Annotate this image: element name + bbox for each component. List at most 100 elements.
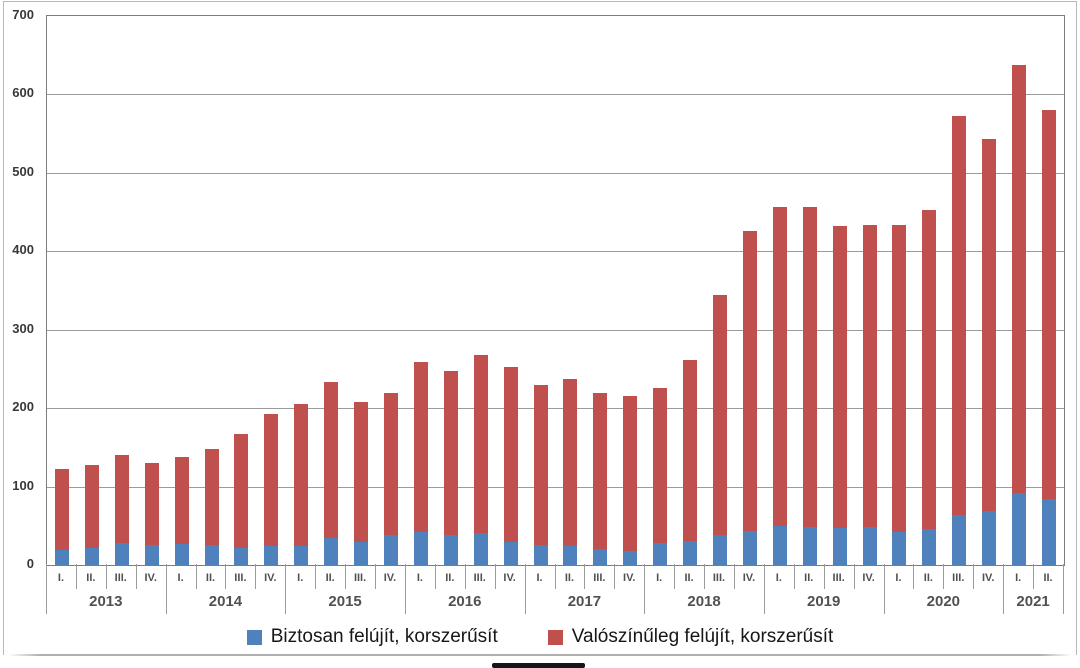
legend-swatch-blue	[246, 629, 262, 645]
quarter-label-2015-II: II.	[325, 572, 335, 584]
y-tick-label-500: 500	[12, 163, 34, 179]
quarter-tick	[195, 564, 197, 589]
bar-2018-II-likely	[683, 360, 698, 541]
bar-2017-III-certain	[593, 548, 608, 565]
bar-2015-I-likely	[294, 404, 309, 547]
year-tick	[285, 564, 287, 614]
quarter-tick	[255, 564, 257, 589]
bar-2016-III-certain	[473, 532, 488, 565]
year-tick	[883, 564, 885, 614]
bar-2013-II-certain	[84, 547, 99, 565]
quarter-label-2016-II: II.	[445, 572, 455, 584]
quarter-label-2013-IV: IV.	[144, 572, 157, 584]
quarter-tick	[793, 564, 795, 589]
quarter-label-2018-II: II.	[684, 572, 694, 584]
quarter-label-2018-IV: IV.	[742, 572, 756, 584]
year-tick	[763, 564, 765, 614]
bar-2019-II-certain	[802, 527, 817, 565]
quarter-label-2016-IV: IV.	[503, 572, 516, 584]
gridline-100	[47, 486, 1064, 488]
bar-2014-II-certain	[204, 544, 219, 565]
bottom-divider	[8, 654, 1072, 656]
quarter-tick	[823, 564, 825, 589]
bar-2015-III-certain	[354, 542, 369, 565]
bottom-accent-mark	[492, 663, 585, 668]
quarter-tick	[375, 564, 377, 589]
quarter-label-2016-III: III.	[473, 572, 486, 584]
quarter-label-2015-IV: IV.	[383, 572, 397, 584]
bar-2018-I-certain	[653, 543, 668, 565]
quarter-tick	[135, 564, 137, 589]
bar-2017-IV-likely	[623, 396, 638, 551]
quarter-label-2014-II: II.	[205, 572, 216, 584]
quarter-label-2021-II: II.	[1043, 572, 1053, 584]
quarter-label-2014-III: III.	[234, 572, 247, 584]
gridline-500	[47, 172, 1064, 174]
quarter-label-2020-II: II.	[923, 572, 933, 584]
quarter-label-2017-IV: IV.	[623, 572, 636, 584]
quarter-label-2020-IV: IV.	[981, 572, 995, 584]
legend-item-likely: Valószínűleg felújít, korszerűsít	[547, 624, 833, 650]
y-tick-label-300: 300	[12, 320, 34, 336]
y-tick-label-200: 200	[12, 399, 34, 415]
quarter-label-2015-III: III.	[353, 572, 367, 584]
year-tick	[165, 564, 167, 614]
bar-2013-I-certain	[54, 550, 69, 565]
quarter-label-2021-I: I.	[1015, 572, 1022, 584]
bar-2020-II-certain	[922, 528, 937, 565]
bar-2019-III-likely	[832, 226, 847, 529]
bar-2019-III-certain	[832, 528, 847, 565]
year-label-2020: 2020	[926, 593, 961, 610]
quarter-tick	[614, 564, 616, 589]
year-label-2013: 2013	[89, 593, 123, 610]
quarter-tick	[434, 564, 436, 589]
bar-2021-I-certain	[1012, 492, 1027, 565]
quarter-label-2017-I: I.	[536, 572, 543, 584]
quarter-label-2013-II: II.	[86, 572, 96, 584]
year-label-2014: 2014	[208, 593, 243, 610]
quarter-label-2015-I: I.	[297, 572, 304, 584]
quarter-label-2019-III: III.	[832, 572, 845, 584]
bar-2019-IV-certain	[862, 527, 877, 565]
quarter-tick	[105, 564, 107, 589]
bar-2020-III-certain	[952, 514, 967, 565]
bar-2017-IV-certain	[623, 550, 638, 565]
quarter-label-2018-III: III.	[712, 572, 726, 584]
year-label-2016: 2016	[448, 593, 482, 610]
y-axis: 0 100 200 300 400 500 600 700	[0, 0, 40, 620]
year-tick	[524, 564, 526, 614]
gridline-400	[47, 251, 1064, 253]
y-tick-label-0: 0	[26, 556, 34, 571]
gridline-200	[47, 408, 1064, 410]
year-label-2018: 2018	[687, 593, 721, 610]
bar-2021-II-certain	[1042, 499, 1057, 565]
bar-2013-I-likely	[54, 468, 69, 551]
quarter-tick	[315, 564, 317, 589]
quarter-tick	[674, 564, 676, 589]
bar-2021-II-likely	[1042, 110, 1057, 500]
legend-label-certain: Biztosan felújít, korszerűsít	[270, 626, 498, 647]
bar-2016-IV-likely	[503, 366, 518, 543]
bar-2016-II-certain	[443, 535, 458, 565]
bar-2014-III-likely	[234, 434, 249, 548]
quarter-label-2016-I: I.	[416, 572, 423, 584]
bar-2016-I-likely	[413, 361, 428, 533]
bar-2021-I-likely	[1012, 65, 1027, 493]
bar-2015-IV-likely	[383, 393, 398, 536]
bar-2013-IV-certain	[144, 544, 159, 565]
quarter-tick	[345, 564, 347, 589]
bar-2020-I-certain	[892, 532, 907, 565]
bar-2014-I-likely	[174, 456, 189, 544]
bar-2015-II-likely	[324, 381, 339, 538]
bar-2017-III-likely	[593, 393, 608, 549]
bar-2015-III-likely	[354, 401, 369, 543]
quarter-label-2014-IV: IV.	[264, 572, 277, 584]
y-tick-label-700: 700	[12, 7, 34, 22]
bar-2017-I-certain	[533, 545, 548, 565]
bar-2020-III-likely	[952, 116, 967, 515]
quarter-tick	[225, 564, 227, 589]
bar-2018-III-certain	[713, 535, 727, 565]
bar-2020-IV-certain	[982, 510, 997, 565]
year-tick	[46, 564, 47, 614]
quarter-label-2020-III: III.	[952, 572, 965, 584]
